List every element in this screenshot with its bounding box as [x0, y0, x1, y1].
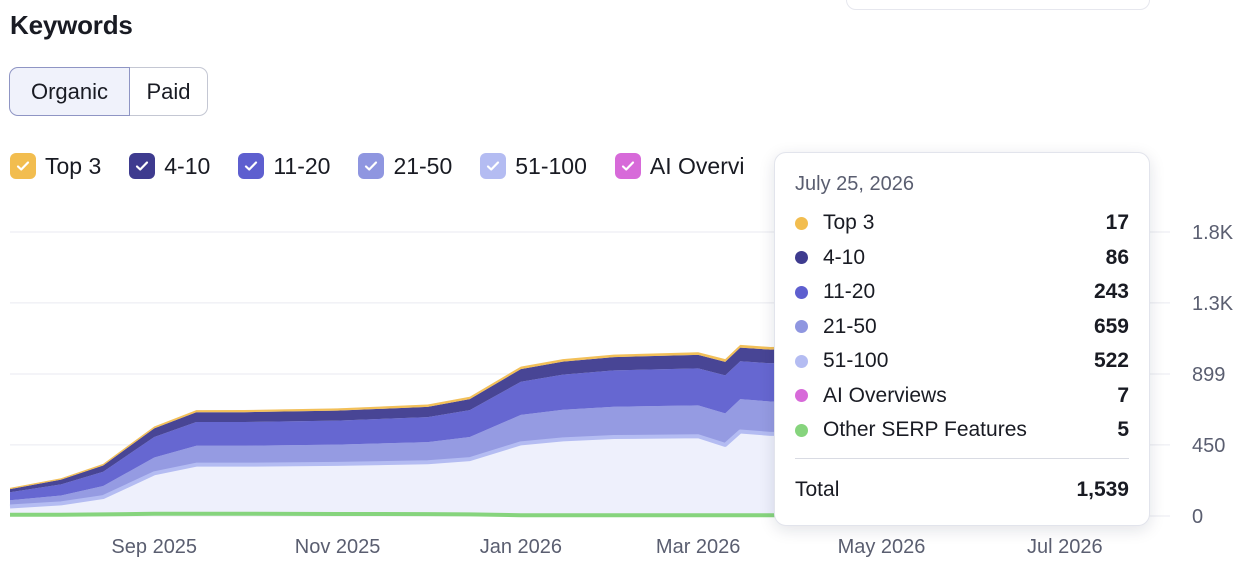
tooltip-row-label: 11-20: [823, 280, 876, 304]
series-dot-icon: [795, 320, 808, 334]
y-tick-label: 1.8K: [1192, 222, 1234, 244]
legend-label: AI Overvi: [649, 152, 745, 179]
tab-organic[interactable]: Organic: [9, 67, 130, 116]
area-line: [10, 511, 1137, 518]
checkbox-checked-icon: [10, 153, 36, 179]
tooltip-total-label: Total: [795, 477, 840, 501]
series-dot-icon: [795, 389, 808, 403]
legend-item-11-20[interactable]: 11-20: [238, 153, 330, 180]
series-dot-icon: [795, 251, 808, 265]
legend-label: 21-50: [393, 152, 453, 179]
legend-label: 4-10: [164, 152, 211, 179]
section-title: Keywords: [10, 10, 133, 40]
legend-item-top-3[interactable]: Top 3: [10, 153, 101, 180]
tooltip-row-label: 4-10: [823, 245, 866, 269]
tooltip-row-label: Top 3: [823, 211, 875, 235]
tooltip-row: AI Overviews 7: [795, 379, 1129, 414]
legend-item-21-50[interactable]: 21-50: [358, 153, 452, 180]
tooltip-row-label: AI Overviews: [823, 383, 947, 407]
series-dot-icon: [795, 423, 808, 437]
checkbox-checked-icon: [129, 153, 156, 179]
checkbox-checked-icon: [614, 153, 641, 179]
tooltip-row: Other SERP Features 5: [795, 413, 1129, 448]
series-dot-icon: [795, 285, 808, 299]
y-tick-label: 1.3K: [1192, 293, 1234, 315]
x-tick-label: Mar 2026: [656, 536, 741, 558]
tooltip-row-value: 86: [1105, 245, 1129, 269]
legend-item-ai-overviews[interactable]: AI Overvi: [614, 152, 745, 180]
chart-tooltip: July 25, 2026 Top 3 17 4-10 86 11-20 243 21…: [774, 152, 1150, 526]
traffic-type-toggle: Organic Paid: [9, 67, 208, 116]
tooltip-row-value: 17: [1105, 211, 1129, 235]
legend-item-4-10[interactable]: 4-10: [129, 153, 210, 180]
tooltip-row: 51-100 522: [795, 344, 1129, 379]
x-tick-label: Sep 2025: [111, 536, 197, 558]
y-tick-label: 450: [1192, 435, 1225, 457]
tooltip-total-value: 1,539: [1076, 477, 1129, 501]
tooltip-total-row: Total 1,539: [795, 473, 1129, 508]
series-dot-icon: [795, 216, 808, 230]
checkbox-checked-icon: [238, 153, 265, 179]
tooltip-row-label: Other SERP Features: [823, 418, 1027, 442]
x-tick-label: Jan 2026: [480, 536, 562, 558]
y-tick-label: 0: [1192, 506, 1203, 528]
y-axis: 0 450 899 1.3K 1.8K: [1192, 222, 1234, 528]
tooltip-row: 4-10 86: [795, 241, 1129, 276]
area-band: [10, 329, 1137, 507]
x-tick-label: Nov 2025: [295, 536, 381, 558]
tooltip-row-value: 522: [1093, 349, 1129, 373]
tooltip-date: July 25, 2026: [795, 173, 914, 195]
tooltip-row: Top 3 17: [795, 206, 1129, 241]
tooltip-row: 21-50 659: [795, 310, 1129, 345]
tooltip-row-value: 5: [1117, 418, 1129, 442]
tooltip-row: 11-20 243: [795, 275, 1129, 310]
tooltip-row-label: 21-50: [823, 314, 877, 338]
tab-paid[interactable]: Paid: [130, 67, 208, 116]
tooltip-row-value: 243: [1093, 280, 1129, 304]
legend-label: Top 3: [45, 152, 102, 179]
legend-label: 11-20: [273, 152, 331, 179]
x-tick-label: May 2026: [838, 536, 926, 558]
tooltip-divider: [795, 457, 1129, 459]
area-band: [10, 291, 1137, 501]
checkbox-checked-icon: [480, 153, 507, 179]
checkbox-checked-icon: [358, 153, 385, 179]
series-dot-icon: [795, 354, 808, 368]
x-axis: Sep 2025 Nov 2025 Jan 2026 Mar 2026 May 2026…: [111, 536, 1102, 558]
chart-legend: Top 3 4-10 11-20 21-50 51-100 AI Overvi: [10, 150, 772, 182]
x-tick-label: Jul 2026: [1027, 536, 1103, 558]
tooltip-row-label: 51-100: [823, 349, 889, 373]
legend-item-51-100[interactable]: 51-100: [480, 153, 587, 180]
y-tick-label: 899: [1192, 364, 1225, 386]
tooltip-row-value: 7: [1117, 383, 1129, 407]
area-line: [9, 429, 1137, 509]
legend-label: 51-100: [515, 152, 587, 179]
tooltip-row-value: 659: [1093, 314, 1129, 338]
